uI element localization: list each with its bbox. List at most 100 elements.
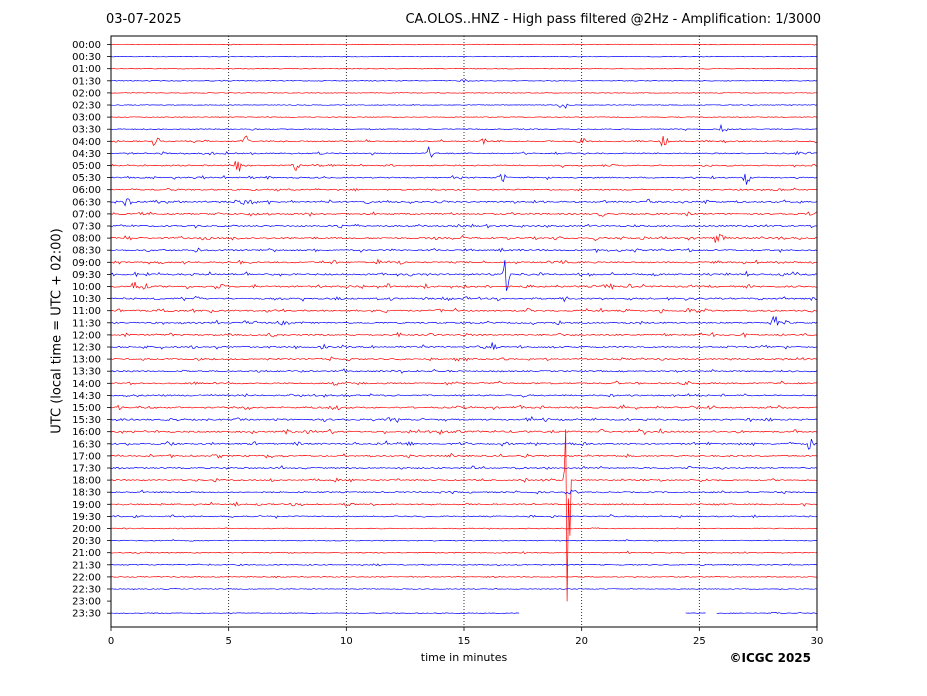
row-label: 18:30 xyxy=(72,488,101,499)
trace-line xyxy=(111,611,817,615)
row-label: 00:00 xyxy=(72,40,101,51)
row-label: 11:30 xyxy=(72,318,101,329)
row-label: 04:30 xyxy=(72,149,101,160)
trace-line xyxy=(111,103,817,109)
row-label: 06:00 xyxy=(72,185,101,196)
trace-line xyxy=(111,342,817,350)
trace-line xyxy=(111,123,817,133)
row-label: 19:00 xyxy=(72,500,101,511)
trace-line xyxy=(111,173,817,185)
trace-line xyxy=(111,428,817,436)
row-label: 03:30 xyxy=(72,125,101,136)
row-label: 17:30 xyxy=(72,464,101,475)
trace-line xyxy=(111,438,817,450)
row-label: 07:00 xyxy=(72,209,101,220)
row-label: 12:00 xyxy=(72,330,101,341)
row-label: 21:30 xyxy=(72,560,101,571)
row-label: 14:30 xyxy=(72,391,101,402)
row-label: 20:30 xyxy=(72,536,101,547)
trace-line xyxy=(111,281,817,290)
trace-line xyxy=(111,307,817,314)
x-tick-label: 10 xyxy=(340,636,353,647)
row-label: 13:30 xyxy=(72,367,101,378)
row-label: 16:00 xyxy=(72,427,101,438)
row-label: 04:00 xyxy=(72,137,101,148)
trace-line xyxy=(111,415,817,423)
row-label: 01:00 xyxy=(72,64,101,75)
row-label: 12:30 xyxy=(72,343,101,354)
trace-line xyxy=(111,247,817,254)
chart-title: CA.OLOS..HNZ - High pass filtered @2Hz -… xyxy=(405,12,821,27)
trace-line xyxy=(111,161,817,172)
trace-line xyxy=(111,258,817,265)
trace-line xyxy=(111,223,817,229)
trace-line xyxy=(111,187,817,192)
trace-line xyxy=(111,588,817,591)
row-label: 23:30 xyxy=(72,609,101,620)
trace-line xyxy=(111,296,817,303)
row-label: 20:00 xyxy=(72,524,101,535)
row-label: 22:30 xyxy=(72,585,101,596)
row-label: 03:00 xyxy=(72,113,101,124)
row-label: 05:00 xyxy=(72,161,101,172)
trace-line xyxy=(111,356,817,362)
trace-line xyxy=(111,146,817,158)
row-label: 00:30 xyxy=(72,52,101,63)
row-label: 19:30 xyxy=(72,512,101,523)
trace-line xyxy=(111,315,817,326)
row-label: 09:00 xyxy=(72,258,101,269)
row-label: 10:00 xyxy=(72,282,101,293)
row-label: 21:00 xyxy=(72,548,101,559)
row-label: 15:00 xyxy=(72,403,101,414)
x-tick-label: 0 xyxy=(108,636,114,647)
trace-line xyxy=(111,43,817,46)
row-label: 02:00 xyxy=(72,88,101,99)
trace-line xyxy=(111,92,817,94)
row-label: 08:00 xyxy=(72,234,101,245)
row-label: 17:00 xyxy=(72,451,101,462)
x-tick-label: 20 xyxy=(575,636,588,647)
row-label: 22:00 xyxy=(72,572,101,583)
traces xyxy=(111,43,817,615)
x-tick-label: 25 xyxy=(693,636,706,647)
trace-line xyxy=(111,55,817,58)
trace-line xyxy=(111,380,817,386)
trace-line xyxy=(111,563,817,567)
trace-line xyxy=(111,514,817,519)
trace-line xyxy=(111,404,817,411)
plot-frame xyxy=(110,35,818,628)
trace-line xyxy=(111,68,817,70)
row-label: 05:30 xyxy=(72,173,101,184)
x-tick-label: 30 xyxy=(811,636,824,647)
row-label: 13:00 xyxy=(72,355,101,366)
trace-line xyxy=(111,198,817,207)
trace-line xyxy=(111,465,817,470)
trace-line xyxy=(111,393,817,398)
trace-line xyxy=(111,539,817,542)
row-label: 10:30 xyxy=(72,294,101,305)
row-label: 16:30 xyxy=(72,439,101,450)
x-axis-label: time in minutes xyxy=(420,651,508,664)
row-label: 15:30 xyxy=(72,415,101,426)
trace-line xyxy=(111,429,817,602)
x-tick-label: 5 xyxy=(225,636,231,647)
row-label: 18:00 xyxy=(72,476,101,487)
row-label: 09:30 xyxy=(72,270,101,281)
trace-line xyxy=(111,501,817,507)
row-label: 07:30 xyxy=(72,222,101,233)
trace-line xyxy=(111,331,817,338)
trace-line xyxy=(111,527,817,530)
row-label: 01:30 xyxy=(72,76,101,87)
chart-date: 03-07-2025 xyxy=(106,12,182,27)
row-label: 23:00 xyxy=(72,597,101,608)
row-label: 06:30 xyxy=(72,197,101,208)
trace-line xyxy=(111,368,817,374)
trace-line xyxy=(111,78,817,84)
trace-line xyxy=(111,233,817,243)
row-label: 02:30 xyxy=(72,101,101,112)
trace-line xyxy=(111,575,817,579)
x-tick-label: 15 xyxy=(458,636,471,647)
trace-line xyxy=(111,116,817,119)
